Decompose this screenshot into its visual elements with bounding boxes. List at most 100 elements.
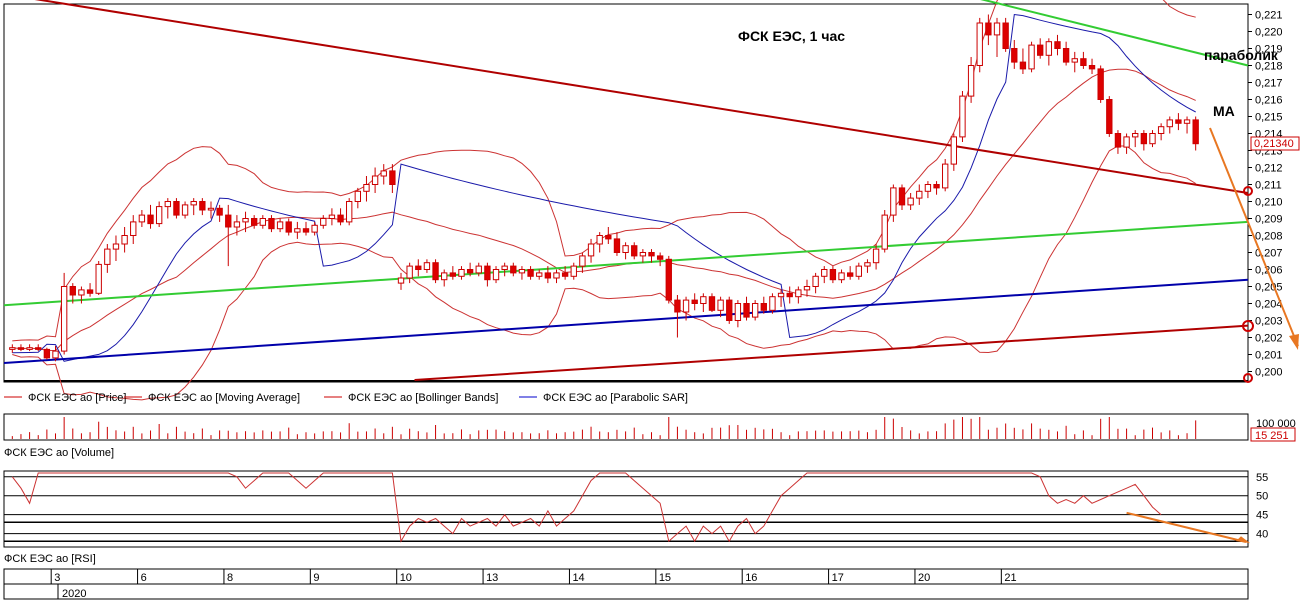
candle-body [795, 289, 802, 298]
candle-body [691, 299, 698, 305]
y-tick-label: 0,217 [1255, 78, 1283, 90]
date-tick-label: 10 [400, 572, 412, 584]
candle-body [587, 243, 595, 257]
legend-entry: ФСК ЕЭС ао [Price] [28, 392, 126, 404]
candle-body [527, 269, 534, 277]
candle-body [976, 22, 983, 66]
candle-body [1071, 58, 1078, 63]
annotation-ma: МА [1213, 103, 1235, 119]
candle-body [1149, 133, 1156, 145]
rsi-legend: ФСК ЕЭС ао [RSI] [4, 553, 96, 565]
candle-body [466, 269, 474, 274]
candle-body [302, 228, 310, 233]
rsi-tick-label: 50 [1256, 491, 1268, 503]
moving-average-line [12, 68, 1196, 352]
candle-body [1123, 136, 1130, 148]
candle-body [864, 262, 871, 267]
candle-body [86, 289, 94, 294]
y-tick-label: 0,216 [1255, 95, 1283, 107]
candle-body [60, 286, 68, 352]
y-tick-label: 0,204 [1255, 299, 1283, 311]
candle-body [665, 258, 672, 301]
bollinger-bands [12, 0, 1196, 401]
trendline-rising-support-red [414, 324, 1249, 381]
date-tick-label: 16 [745, 572, 757, 584]
candle-body [147, 214, 154, 225]
candle-body [553, 272, 560, 279]
candle-body [959, 95, 966, 138]
candles [9, 14, 1199, 362]
y-tick-label: 0,211 [1255, 180, 1282, 192]
volume-last-label: 15 251 [1255, 430, 1289, 442]
y-tick-label: 0,200 [1255, 367, 1283, 379]
candle-body [743, 303, 750, 318]
candle-body [449, 272, 457, 277]
candle-body [812, 275, 819, 287]
candle-body [631, 245, 638, 257]
candle-body [423, 262, 431, 271]
candle-body [855, 265, 862, 277]
candle-body [916, 190, 923, 199]
candle-body [890, 187, 897, 216]
forecast-arrowhead-rsi [1236, 536, 1250, 544]
candle-body [717, 299, 724, 311]
candle-body [406, 265, 413, 279]
candle-body [155, 206, 163, 225]
year-label: 2020 [62, 588, 86, 600]
price-y-ticks: 0,2000,2010,2020,2030,2040,2050,2060,207… [1248, 10, 1283, 379]
candle-body [924, 184, 932, 192]
candle-body [9, 347, 16, 350]
candle-body [26, 347, 33, 350]
candle-body [942, 163, 949, 189]
candle-body [164, 201, 171, 208]
candle-body [78, 289, 85, 296]
candle-body [872, 248, 880, 264]
candle-body [1037, 44, 1044, 56]
date-tick-label: 14 [572, 572, 584, 584]
candle-body [881, 214, 888, 250]
candle-body [1157, 126, 1165, 134]
candle-body [475, 265, 482, 274]
candle-body [112, 243, 120, 250]
parabolic-sar-line [12, 13, 1196, 362]
candle-body [1088, 65, 1096, 70]
candle-body [985, 22, 992, 36]
candle-body [250, 218, 258, 226]
candle-body [838, 272, 845, 281]
date-tick-label: 21 [1004, 572, 1016, 584]
y-tick-label: 0,220 [1255, 27, 1283, 39]
candle-body [363, 184, 370, 192]
candle-body [1011, 48, 1018, 63]
y-tick-label: 0,209 [1255, 214, 1283, 226]
trendline-parabolic-green [980, 0, 1249, 67]
date-tick-label: 6 [141, 572, 147, 584]
candle-body [389, 170, 396, 185]
y-tick-label: 0,221 [1255, 10, 1283, 22]
candle-body [803, 286, 811, 291]
candle-body [1002, 22, 1009, 49]
annotation-parabolic: параболик [1204, 47, 1279, 63]
legend-entry: ФСК ЕЭС ао [Parabolic SAR] [543, 392, 688, 404]
candle-body [700, 296, 707, 305]
date-tick-label: 15 [659, 572, 671, 584]
candle-body [320, 218, 327, 226]
candle-body [1132, 133, 1139, 138]
legend-entry: ФСК ЕЭС ао [Bollinger Bands] [348, 392, 498, 404]
marker-circle [1243, 186, 1253, 196]
parabolic-sar [12, 13, 1196, 362]
candle-body [311, 224, 318, 233]
forecast-arrow-rsi [1126, 511, 1247, 543]
candle-body [1166, 119, 1173, 128]
candle-body [579, 255, 586, 267]
candle-body [259, 218, 266, 226]
y-tick-label: 0,203 [1255, 316, 1283, 328]
candle-body [674, 299, 681, 313]
candle-body [950, 136, 958, 165]
candle-body [777, 292, 785, 298]
price-panel-frame [3, 3, 1249, 383]
candle-body [656, 255, 664, 260]
candle-body [69, 286, 76, 296]
volume-legend: ФСК ЕЭС ао [Volume] [4, 447, 114, 459]
candle-body [1045, 41, 1053, 56]
candle-body [760, 303, 767, 311]
